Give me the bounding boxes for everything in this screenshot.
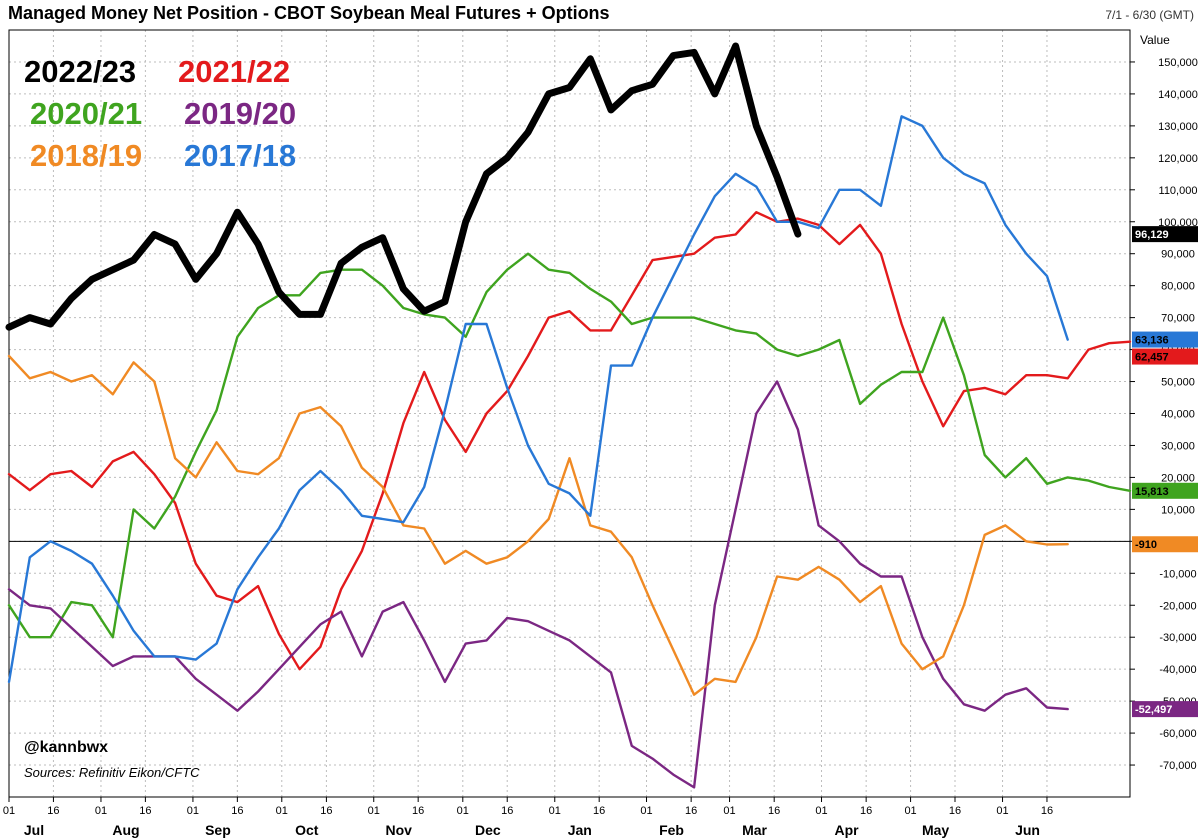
author-handle: @kannbwx [24,739,108,756]
grid-lines [8,30,1130,797]
x-tick-day: 01 [95,805,107,817]
x-tick-month: Aug [112,822,139,838]
y-tick-label: -60,000 [1159,728,1196,740]
x-tick-day: 01 [996,805,1008,817]
series-line-2022-23 [5,42,802,331]
x-tick-day: 16 [231,805,243,817]
x-tick-month: Jun [1015,822,1040,838]
y-tick-label: -10,000 [1159,568,1196,580]
x-tick-day: 16 [139,805,151,817]
x-tick-day: 16 [860,805,872,817]
x-tick-day: 01 [904,805,916,817]
series-line-2018-19 [7,354,1069,696]
last-value-badges: 96,129 63,136 62,457 15,813 -910 -52,497 [1132,226,1198,718]
y-tick-label: 10,000 [1161,504,1195,516]
last-value-label: -52,497 [1135,704,1172,716]
x-tick-day: 01 [3,805,15,817]
x-tick-day: 01 [815,805,827,817]
series-line-2020-21 [7,252,1132,639]
y-tick-label: 30,000 [1161,440,1195,452]
y-axis: Value -70,000-60,000-50,000-40,000-30,00… [1130,33,1198,772]
series-line-2017-18 [7,115,1069,684]
x-tick-month: Nov [386,822,413,838]
y-tick-label: 80,000 [1161,281,1195,293]
legend-entry-2021-22: 2021/22 [178,54,290,89]
x-tick-day: 01 [640,805,652,817]
last-value-badge-2022-23 [1132,226,1198,243]
last-value-badge-2017-18 [1132,331,1198,348]
y-tick-label: -30,000 [1159,632,1196,644]
x-tick-month: Jul [24,822,44,838]
legend: 2022/23 2021/22 2020/21 2019/20 2018/19 2017/… [24,54,296,173]
legend-entry-2020-21: 2020/21 [30,96,142,131]
legend-entry-2017-18: 2017/18 [184,138,296,173]
y-tick-label: -20,000 [1159,600,1196,612]
last-value-label: 62,457 [1135,352,1169,364]
y-tick-label: 20,000 [1161,472,1195,484]
y-axis-label: Value [1140,33,1170,47]
x-tick-day: 01 [723,805,735,817]
y-tick-label: 90,000 [1161,249,1195,261]
x-tick-day: 01 [276,805,288,817]
y-tick-label: -70,000 [1159,760,1196,772]
x-tick-month: Mar [742,822,767,838]
last-value-badge-2019-20 [1132,701,1198,718]
x-tick-day: 16 [685,805,697,817]
last-value-label: 96,129 [1135,229,1169,241]
y-tick-label: -40,000 [1159,664,1196,676]
y-tick-label: 40,000 [1161,409,1195,421]
x-tick-day: 16 [593,805,605,817]
x-tick-month: Oct [295,822,319,838]
date-range-label: 7/1 - 6/30 (GMT) [1105,8,1194,22]
last-value-badge-2020-21 [1132,482,1198,499]
last-value-badge-2018-19 [1132,536,1198,553]
x-tick-month: Jan [568,822,592,838]
y-tick-label: 70,000 [1161,313,1195,325]
last-value-label: -910 [1135,539,1157,551]
x-tick-day: 16 [320,805,332,817]
series-line-2021-22 [7,210,1132,671]
last-value-label: 63,136 [1135,335,1169,347]
legend-entry-2018-19: 2018/19 [30,138,142,173]
x-tick-day: 16 [412,805,424,817]
x-tick-day: 16 [949,805,961,817]
legend-entry-2022-23: 2022/23 [24,54,136,89]
x-tick-day: 16 [501,805,513,817]
x-tick-month: Feb [659,822,684,838]
last-value-badge-2021-22 [1132,348,1198,365]
series-line-2019-20 [7,380,1069,789]
x-tick-month: Sep [205,822,231,838]
x-tick-day: 16 [1041,805,1053,817]
x-tick-day: 16 [47,805,59,817]
last-value-label: 15,813 [1135,486,1169,498]
x-tick-month: Dec [475,822,501,838]
x-tick-day: 01 [187,805,199,817]
y-tick-label: 120,000 [1158,153,1198,165]
y-tick-label: 140,000 [1158,89,1198,101]
chart-title: Managed Money Net Position - CBOT Soybea… [8,3,610,23]
x-tick-day: 01 [368,805,380,817]
x-tick-day: 01 [549,805,561,817]
x-tick-day: 16 [768,805,780,817]
y-tick-label: 150,000 [1158,57,1198,69]
y-tick-label: 110,000 [1159,185,1198,197]
x-tick-month: May [922,822,949,838]
y-tick-label: 50,000 [1161,377,1195,389]
source-note: Sources: Refinitiv Eikon/CFTC [24,765,200,780]
x-tick-day: 01 [457,805,469,817]
x-tick-month: Apr [834,822,859,838]
legend-entry-2019-20: 2019/20 [184,96,296,131]
y-tick-label: 100,000 [1158,217,1198,229]
y-tick-label: 130,000 [1158,121,1198,133]
series-lines [5,42,1132,789]
